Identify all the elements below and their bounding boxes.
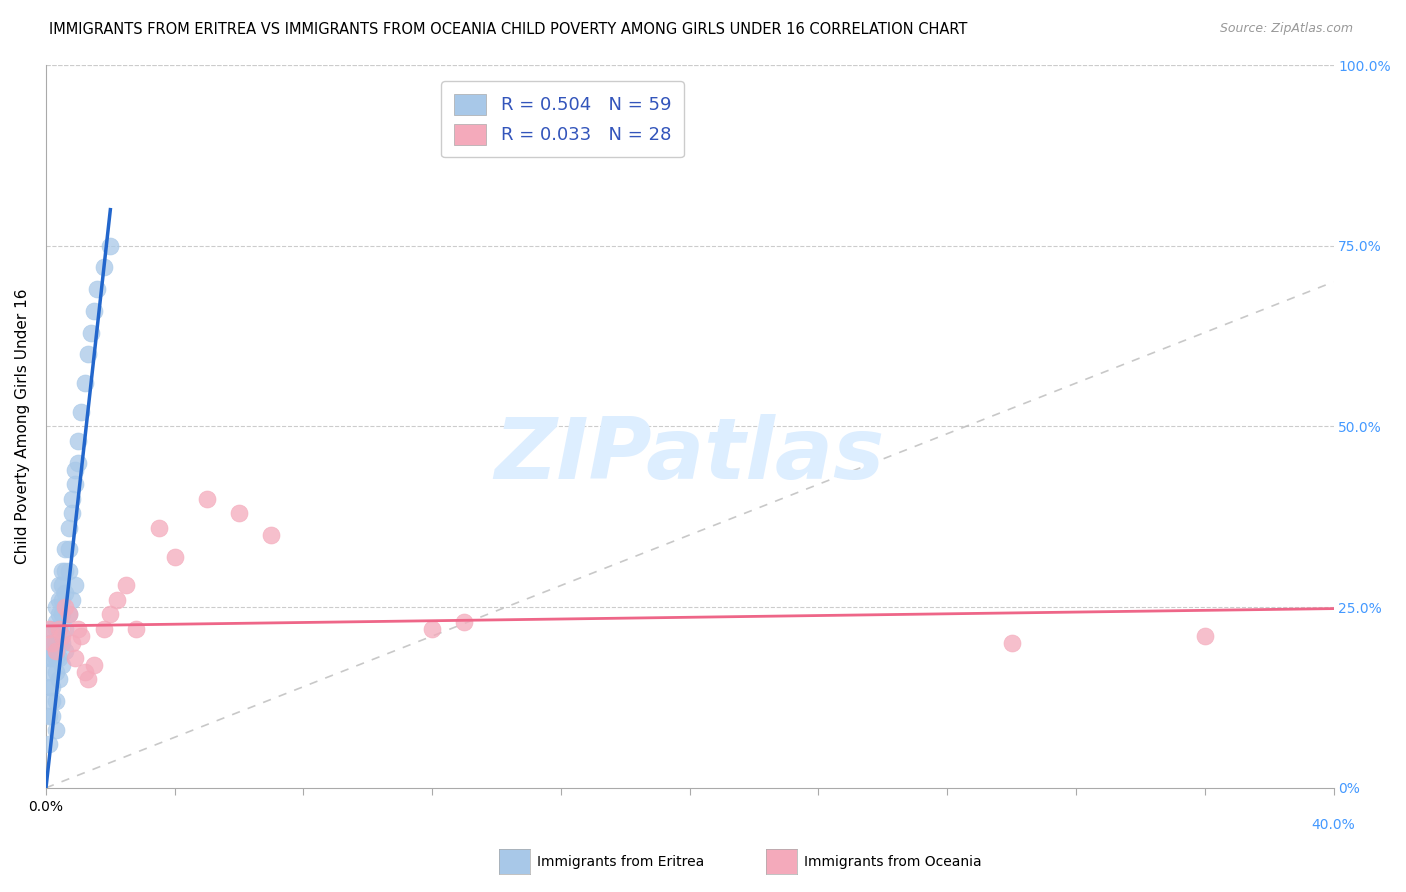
Point: [51, 636, 73, 650]
Point: [45, 650, 67, 665]
Point: [48, 622, 70, 636]
Point: [45, 622, 67, 636]
Point: [67, 622, 90, 636]
Point: [67, 434, 90, 448]
Legend: R = 0.504   N = 59, R = 0.033   N = 28: R = 0.504 N = 59, R = 0.033 N = 28: [441, 81, 683, 157]
Point: [63, 463, 86, 477]
Point: [53, 585, 76, 599]
Point: [51, 564, 73, 578]
Point: [48, 593, 70, 607]
Point: [38, 636, 60, 650]
Point: [115, 578, 138, 592]
Point: [38, 665, 60, 680]
Point: [41, 650, 63, 665]
Point: [83, 657, 105, 672]
Point: [58, 607, 80, 622]
Point: [76, 347, 98, 361]
Point: [58, 564, 80, 578]
Point: [63, 578, 86, 592]
Point: [38, 622, 60, 636]
Point: [58, 542, 80, 557]
Point: [420, 622, 443, 636]
Point: [53, 643, 76, 657]
Point: [41, 622, 63, 636]
Text: IMMIGRANTS FROM ERITREA VS IMMIGRANTS FROM OCEANIA CHILD POVERTY AMONG GIRLS UND: IMMIGRANTS FROM ERITREA VS IMMIGRANTS FR…: [49, 22, 967, 37]
Point: [1001, 636, 1024, 650]
Point: [60, 491, 83, 506]
Point: [51, 657, 73, 672]
Point: [60, 593, 83, 607]
Point: [45, 643, 67, 657]
Point: [41, 636, 63, 650]
Point: [53, 542, 76, 557]
Text: Source: ZipAtlas.com: Source: ZipAtlas.com: [1219, 22, 1353, 36]
Point: [60, 636, 83, 650]
Point: [86, 282, 108, 296]
Point: [98, 607, 121, 622]
Point: [83, 303, 105, 318]
Point: [48, 607, 70, 622]
Point: [80, 326, 103, 340]
Point: [45, 694, 67, 708]
Point: [73, 376, 96, 390]
Point: [58, 521, 80, 535]
Point: [63, 477, 86, 491]
Point: [70, 405, 93, 419]
Point: [51, 607, 73, 622]
Point: [195, 491, 218, 506]
Point: [38, 650, 60, 665]
Point: [38, 680, 60, 694]
Point: [41, 636, 63, 650]
Point: [70, 629, 93, 643]
Point: [41, 680, 63, 694]
Point: [41, 708, 63, 723]
Point: [38, 708, 60, 723]
Point: [45, 665, 67, 680]
Point: [76, 673, 98, 687]
Point: [38, 738, 60, 752]
Point: [93, 260, 115, 275]
Point: [1194, 629, 1216, 643]
Point: [67, 456, 90, 470]
Point: [48, 622, 70, 636]
Point: [45, 636, 67, 650]
Point: [63, 650, 86, 665]
Point: [148, 521, 170, 535]
Point: [45, 723, 67, 737]
Point: [53, 564, 76, 578]
Point: [53, 622, 76, 636]
Point: [105, 593, 128, 607]
Point: [53, 600, 76, 615]
Point: [93, 622, 115, 636]
Text: Immigrants from Eritrea: Immigrants from Eritrea: [537, 855, 704, 869]
Point: [48, 650, 70, 665]
Point: [51, 578, 73, 592]
Point: [48, 578, 70, 592]
Point: [453, 615, 475, 629]
Point: [45, 600, 67, 615]
Point: [45, 615, 67, 629]
Y-axis label: Child Poverty Among Girls Under 16: Child Poverty Among Girls Under 16: [15, 289, 30, 565]
Point: [41, 643, 63, 657]
Text: 40.0%: 40.0%: [1312, 818, 1355, 832]
Text: Immigrants from Oceania: Immigrants from Oceania: [804, 855, 981, 869]
Point: [48, 673, 70, 687]
Point: [51, 629, 73, 643]
Point: [260, 528, 283, 542]
Point: [51, 593, 73, 607]
Point: [125, 622, 148, 636]
Point: [60, 506, 83, 520]
Point: [41, 694, 63, 708]
Text: ZIPatlas: ZIPatlas: [495, 414, 884, 497]
Point: [98, 239, 121, 253]
Point: [48, 636, 70, 650]
Point: [228, 506, 250, 520]
Point: [58, 607, 80, 622]
Point: [163, 549, 186, 564]
Point: [73, 665, 96, 680]
